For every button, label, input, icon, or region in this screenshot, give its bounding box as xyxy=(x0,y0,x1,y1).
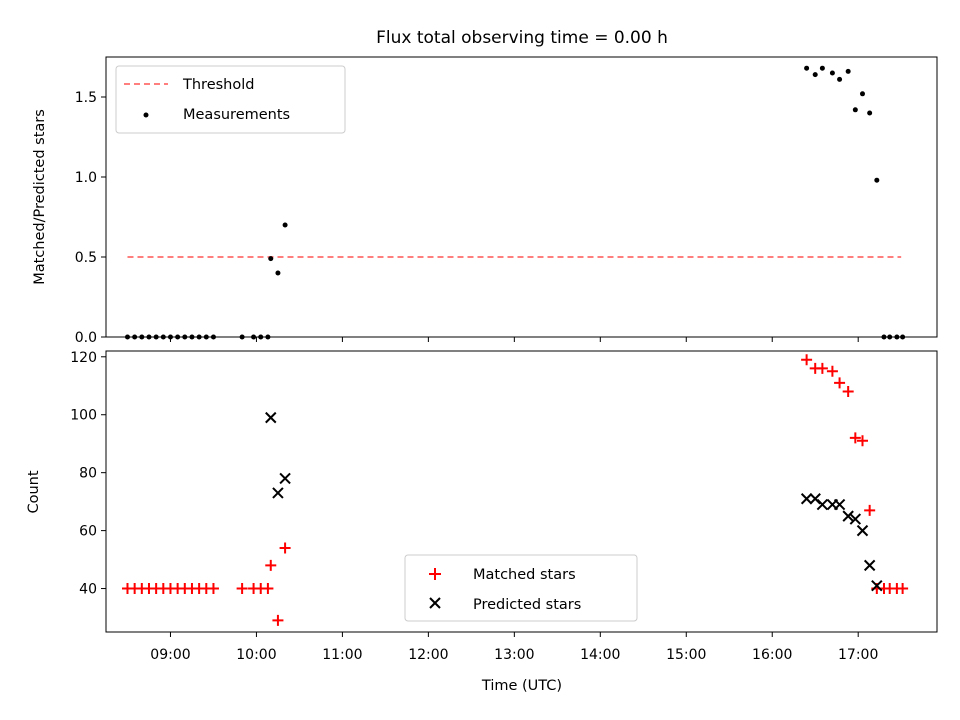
matched-star-point xyxy=(801,354,813,366)
matched-star-point xyxy=(849,432,861,444)
bottom-panel: Count Time (UTC) 40 60 80 100 120 09:00 10:00… xyxy=(26,350,938,694)
measurement-point xyxy=(812,72,818,78)
matched-star-point xyxy=(826,365,838,377)
bottom-y-axis-label: Count xyxy=(26,470,42,513)
x-tick-label: 17:00 xyxy=(838,647,878,663)
bottom-y-tick-label: 40 xyxy=(79,582,97,598)
matched-star-point xyxy=(856,435,868,447)
top-y-tick-label: 1.0 xyxy=(75,170,97,186)
predicted-star-point xyxy=(272,487,284,499)
x-tick-label: 10:00 xyxy=(236,647,276,663)
measurement-point xyxy=(282,222,288,228)
bottom-plot-frame xyxy=(105,350,938,633)
x-tick-label: 13:00 xyxy=(494,647,534,663)
top-legend: Threshold Measurements xyxy=(115,65,346,134)
predicted-star-point xyxy=(849,513,862,525)
legend-measurements-swatch xyxy=(143,112,149,118)
measurement-point xyxy=(268,256,274,262)
x-tick-label: 15:00 xyxy=(666,647,706,663)
measurement-point xyxy=(837,76,843,82)
matched-star-point xyxy=(236,583,248,595)
matched-star-point xyxy=(207,583,219,595)
x-tick-label: 12:00 xyxy=(408,647,448,663)
measurement-point xyxy=(275,270,281,276)
top-y-tick-label: 0.5 xyxy=(75,250,97,266)
matched-star-point xyxy=(816,362,828,374)
predicted-star-point xyxy=(265,411,277,424)
bottom-y-tick-label: 80 xyxy=(79,466,97,482)
top-plot-frame xyxy=(105,56,938,338)
top-y-axis: 0.0 0.5 1.0 1.5 xyxy=(75,90,106,346)
x-tick-label: 11:00 xyxy=(322,647,362,663)
measurement-point xyxy=(804,65,810,71)
matched-star-point xyxy=(279,542,291,554)
legend-matched-swatch xyxy=(429,568,441,580)
matched-star-point xyxy=(262,583,274,595)
measurement-point xyxy=(852,107,858,113)
matched-star-point xyxy=(897,583,909,595)
measurement-point xyxy=(819,65,825,71)
bottom-y-tick-label: 60 xyxy=(79,524,97,540)
legend-threshold-label: Threshold xyxy=(182,77,254,93)
top-y-axis-label: Matched/Predicted stars xyxy=(32,109,48,285)
measurement-point xyxy=(859,91,865,97)
x-tick-label: 14:00 xyxy=(580,647,620,663)
bottom-legend: Matched stars Predicted stars xyxy=(404,554,638,622)
measurement-point xyxy=(867,110,873,116)
bottom-y-tick-label: 100 xyxy=(70,408,97,424)
measurement-point xyxy=(845,68,851,74)
x-axis-label: Time (UTC) xyxy=(481,678,562,694)
bottom-plot-marks xyxy=(121,354,909,626)
predicted-star-point xyxy=(833,498,846,511)
matched-star-point xyxy=(834,377,846,389)
predicted-star-point xyxy=(279,472,291,485)
legend-matched-label: Matched stars xyxy=(473,567,576,583)
matched-star-point xyxy=(272,614,284,626)
x-tick-label: 16:00 xyxy=(752,647,792,663)
predicted-star-point xyxy=(842,510,854,522)
matched-star-point xyxy=(265,559,277,571)
bottom-y-tick-label: 120 xyxy=(70,350,97,366)
measurement-point xyxy=(829,70,835,76)
top-panel: Flux total observing time = 0.00 h Match… xyxy=(32,28,938,346)
predicted-star-point xyxy=(856,524,869,537)
top-y-tick-label: 1.5 xyxy=(75,90,97,106)
top-legend-box xyxy=(115,65,346,134)
predicted-star-point xyxy=(871,579,883,592)
bottom-y-axis: 40 60 80 100 120 xyxy=(70,350,106,598)
legend-predicted-swatch xyxy=(429,597,441,609)
x-tick-label: 09:00 xyxy=(150,647,190,663)
legend-predicted-label: Predicted stars xyxy=(473,597,581,613)
legend-measurements-label: Measurements xyxy=(183,107,290,123)
matched-star-point xyxy=(842,386,854,398)
measurement-point xyxy=(874,177,880,183)
chart-title: Flux total observing time = 0.00 h xyxy=(376,28,668,48)
predicted-star-point xyxy=(800,493,813,505)
predicted-star-point xyxy=(863,559,876,572)
bottom-legend-box xyxy=(404,554,638,622)
top-y-tick-label: 0.0 xyxy=(75,330,97,346)
predicted-star-point xyxy=(816,498,829,511)
bottom-x-axis: 09:00 10:00 11:00 12:00 13:00 14:00 15:00 16:00… xyxy=(150,632,878,663)
matched-star-point xyxy=(864,504,876,516)
